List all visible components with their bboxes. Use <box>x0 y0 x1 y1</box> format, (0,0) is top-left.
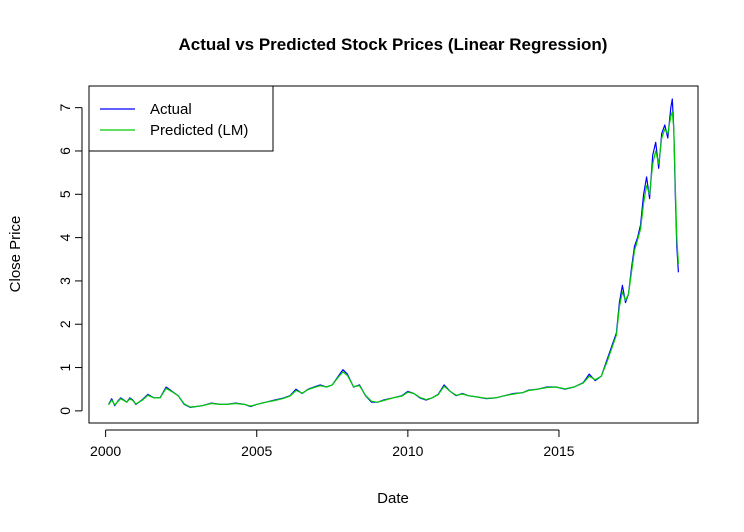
plot-frame <box>88 85 699 424</box>
x-tick-label: 2015 <box>543 443 574 459</box>
x-tick-label: 2005 <box>241 443 272 459</box>
x-axis-label: Date <box>377 490 409 507</box>
y-tick-label: 7 <box>57 104 73 112</box>
x-tick-label: 2000 <box>90 443 121 459</box>
y-tick-label: 5 <box>57 190 73 198</box>
series-line-predicted <box>108 111 679 408</box>
y-tick-label: 2 <box>57 320 73 328</box>
y-tick-label: 1 <box>57 363 73 371</box>
chart-title: Actual vs Predicted Stock Prices (Linear… <box>179 35 608 54</box>
y-tick-label: 0 <box>57 407 73 415</box>
legend: Actual Predicted (LM) <box>88 85 274 152</box>
legend-label-predicted: Predicted (LM) <box>150 122 248 139</box>
axes-layer: 2000 2005 2010 2015 0 1 2 3 4 5 6 7 <box>57 104 575 459</box>
y-tick-label: 4 <box>57 234 73 242</box>
x-tick-label: 2010 <box>392 443 423 459</box>
legend-box <box>88 85 274 152</box>
legend-label-actual: Actual <box>150 101 192 118</box>
series-layer <box>108 98 679 408</box>
y-tick-label: 3 <box>57 277 73 285</box>
y-tick-label: 6 <box>57 147 73 155</box>
y-axis-label: Close Price <box>7 216 24 293</box>
